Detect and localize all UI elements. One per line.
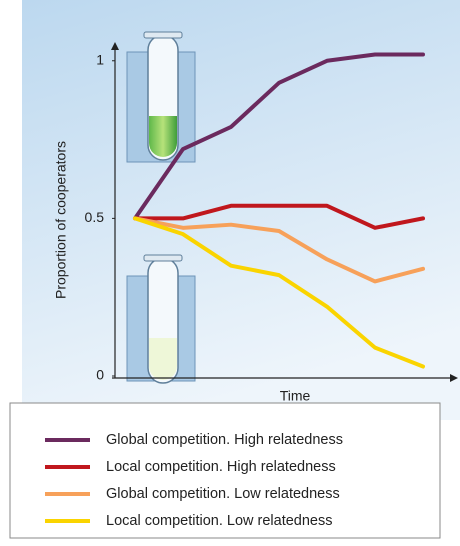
legend-label: Global competition. High relatedness [106, 432, 343, 448]
y-tick-label: 0 [96, 367, 104, 383]
chart: Proportion of cooperators Time 0 0.5 1 Glob… [0, 0, 460, 546]
y-tick-label: 0.5 [85, 209, 105, 225]
y-axis-title: Proportion of cooperators [53, 141, 69, 299]
legend-label: Local competition. High relatedness [106, 459, 336, 475]
legend-label: Global competition. Low relatedness [106, 486, 340, 502]
legend-label: Local competition. Low relatedness [106, 513, 333, 529]
y-tick-label: 1 [96, 51, 104, 67]
x-axis-title: Time [280, 388, 311, 404]
test-tube-top [127, 32, 195, 162]
